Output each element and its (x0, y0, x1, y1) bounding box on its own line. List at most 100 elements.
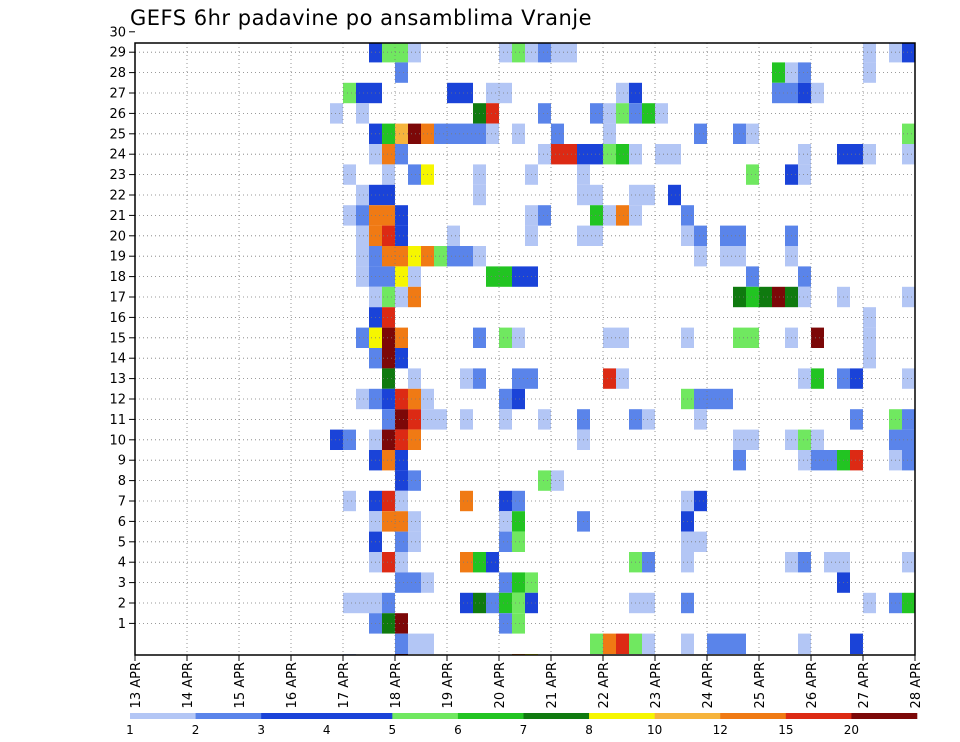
heatmap-cell (642, 552, 655, 573)
heatmap-cell (408, 531, 421, 552)
heatmap-cell (720, 246, 733, 267)
heatmap-cell (824, 552, 837, 573)
x-tick-label: 27 APR (857, 662, 872, 708)
heatmap-cell (551, 123, 564, 144)
heatmap-cell (343, 164, 356, 185)
y-tick-label: 24 (109, 148, 126, 163)
heatmap-cell (382, 184, 395, 206)
x-tick-label: 23 APR (649, 662, 664, 708)
colorbar-label: 2 (192, 723, 200, 737)
y-tick-label: 11 (109, 413, 126, 428)
colorbar-segment (654, 713, 721, 719)
colorbar-label: 6 (454, 723, 462, 737)
heatmap-cell (499, 613, 512, 634)
heatmap-cell (538, 43, 551, 63)
y-tick-label: 4 (118, 556, 126, 571)
heatmap-cell (408, 286, 421, 308)
heatmap-cell (642, 633, 655, 654)
heatmap-cell (382, 490, 395, 512)
heatmap-cell (655, 144, 668, 165)
heatmap-cell (382, 409, 395, 430)
heatmap-cell (642, 409, 655, 430)
plot-frame (134, 42, 916, 656)
x-tick-label: 19 APR (441, 662, 456, 708)
x-tick-label: 16 APR (285, 662, 300, 708)
heatmap-cell (382, 552, 395, 573)
heatmap-cell (902, 144, 915, 165)
heatmap-cell (460, 552, 473, 573)
y-tick-label: 13 (109, 372, 126, 387)
heatmap-cell (499, 43, 512, 63)
heatmap-cell (343, 490, 356, 512)
y-tick-label: 20 (109, 229, 126, 244)
heatmap-cell (694, 225, 707, 246)
y-tick-label: 14 (109, 352, 126, 367)
heatmap-cell (395, 62, 408, 83)
x-tick-label: 21 APR (545, 662, 560, 708)
heatmap-cell (395, 470, 408, 491)
heatmap-cell (512, 368, 525, 389)
heatmap-cell (382, 348, 395, 369)
heatmap-cell (525, 43, 538, 63)
heatmap-cell (850, 368, 863, 389)
y-tick-label: 23 (109, 168, 126, 183)
heatmap-cell (746, 286, 759, 308)
colorbar-label: 12 (713, 723, 728, 737)
heatmap-cell (590, 225, 603, 246)
heatmap-cell (759, 286, 772, 308)
heatmap-cell (863, 62, 876, 83)
colorbar-label: 4 (323, 723, 331, 737)
heatmap-cell (486, 103, 499, 124)
heatmap-cell (902, 429, 915, 450)
heatmap-cell (720, 388, 733, 410)
heatmap-cell (356, 205, 369, 226)
heatmap-cell (811, 82, 824, 104)
heatmap-cell (408, 470, 421, 491)
colorbar-segment (851, 713, 918, 719)
chart-title: GEFS 6hr padavine po ansamblima Vranje (130, 6, 593, 30)
heatmap-cell (421, 633, 434, 654)
heatmap-cell (395, 572, 408, 593)
heatmap-cell (408, 511, 421, 532)
heatmap-cell (395, 205, 408, 226)
heatmap-cell (382, 205, 395, 226)
heatmap-cell (863, 144, 876, 165)
heatmap-cell (564, 144, 577, 165)
heatmap-cell (655, 103, 668, 124)
heatmap-cell (395, 286, 408, 308)
heatmap-cell (863, 327, 876, 348)
y-tick-label: 18 (109, 270, 126, 285)
heatmap-cell (356, 184, 369, 206)
colorbar-label: 20 (844, 723, 859, 737)
heatmap-cell (590, 633, 603, 654)
heatmap-cell (382, 368, 395, 389)
heatmap-cell (616, 205, 629, 226)
heatmap-cell (512, 592, 525, 614)
heatmap-cell (538, 103, 551, 124)
y-tick-label: 29 (109, 46, 126, 61)
heatmap-cell (694, 409, 707, 430)
heatmap-cell (460, 82, 473, 104)
heatmap-cell (551, 43, 564, 63)
heatmap-cell (590, 184, 603, 206)
heatmap-cell (499, 511, 512, 532)
heatmap-cell (460, 409, 473, 430)
heatmap-cell (798, 286, 811, 308)
heatmap-cell (850, 144, 863, 165)
heatmap-cell (512, 388, 525, 410)
heatmap-cell (395, 531, 408, 552)
heatmap-cell (772, 62, 785, 83)
heatmap-cell (343, 592, 356, 614)
colorbar-segment (589, 713, 655, 719)
heatmap-cell (395, 409, 408, 430)
heatmap-cell (616, 103, 629, 124)
heatmap-cell (382, 592, 395, 614)
y-tick-label: 10 (109, 433, 126, 448)
y-tick-label: 19 (109, 250, 126, 265)
heatmap-cell (902, 409, 915, 430)
heatmap-cell (382, 266, 395, 287)
heatmap-cell (512, 327, 525, 348)
heatmap-cell (512, 123, 525, 144)
colorbar-segment (720, 713, 787, 719)
y-tick-label: 21 (109, 209, 126, 224)
